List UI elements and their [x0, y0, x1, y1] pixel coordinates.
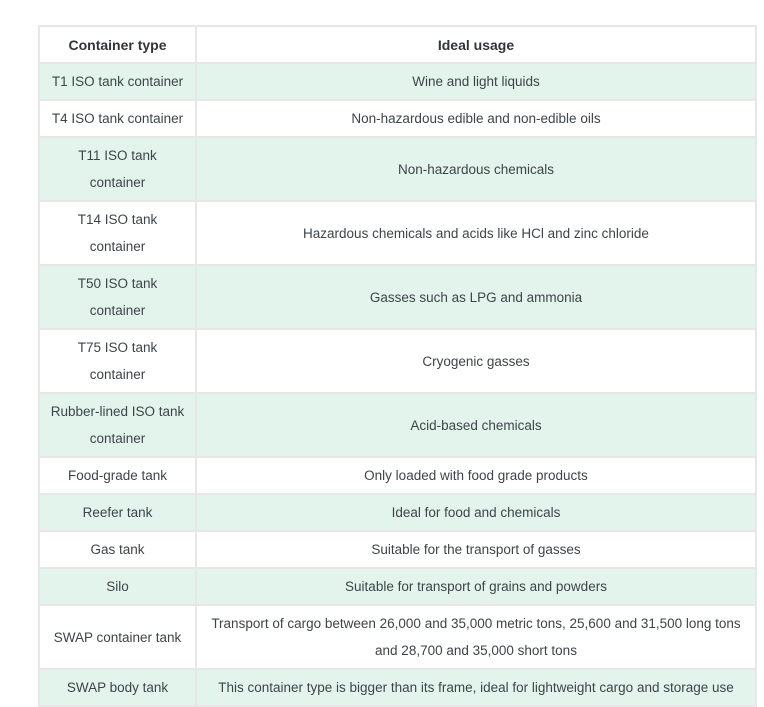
ideal-usage-cell: Cryogenic gasses: [195, 328, 757, 394]
table-row: Rubber-lined ISO tank container Acid-bas…: [38, 392, 757, 458]
container-types-table-wrapper: Container type Ideal usage T1 ISO tank c…: [38, 25, 757, 707]
container-type-cell: T1 ISO tank container: [38, 62, 197, 101]
ideal-usage-cell: Ideal for food and chemicals: [195, 493, 757, 532]
container-type-cell: SWAP body tank: [38, 668, 197, 707]
container-type-cell: T14 ISO tank container: [38, 200, 197, 266]
table-row: T1 ISO tank container Wine and light liq…: [38, 62, 757, 101]
ideal-usage-cell: This container type is bigger than its f…: [195, 668, 757, 707]
column-header-ideal-usage: Ideal usage: [195, 25, 757, 64]
header-row: Container type Ideal usage: [38, 25, 757, 64]
table-row: SWAP container tank Transport of cargo b…: [38, 604, 757, 670]
table-row: T75 ISO tank container Cryogenic gasses: [38, 328, 757, 394]
table-row: T50 ISO tank container Gasses such as LP…: [38, 264, 757, 330]
ideal-usage-cell: Non-hazardous edible and non-edible oils: [195, 99, 757, 138]
table-row: T11 ISO tank container Non-hazardous che…: [38, 136, 757, 202]
container-type-cell: Food-grade tank: [38, 456, 197, 495]
container-types-table: Container type Ideal usage T1 ISO tank c…: [38, 25, 757, 707]
container-type-cell: Rubber-lined ISO tank container: [38, 392, 197, 458]
ideal-usage-cell: Wine and light liquids: [195, 62, 757, 101]
ideal-usage-cell: Acid-based chemicals: [195, 392, 757, 458]
ideal-usage-cell: Suitable for the transport of gasses: [195, 530, 757, 569]
container-type-cell: SWAP container tank: [38, 604, 197, 670]
table-row: T14 ISO tank container Hazardous chemica…: [38, 200, 757, 266]
table-body: T1 ISO tank container Wine and light liq…: [38, 62, 757, 707]
container-type-cell: Reefer tank: [38, 493, 197, 532]
table-row: Reefer tank Ideal for food and chemicals: [38, 493, 757, 532]
container-type-cell: T11 ISO tank container: [38, 136, 197, 202]
container-type-cell: Gas tank: [38, 530, 197, 569]
ideal-usage-cell: Non-hazardous chemicals: [195, 136, 757, 202]
container-type-cell: T4 ISO tank container: [38, 99, 197, 138]
table-row: Food-grade tank Only loaded with food gr…: [38, 456, 757, 495]
table-row: Silo Suitable for transport of grains an…: [38, 567, 757, 606]
table-row: SWAP body tank This container type is bi…: [38, 668, 757, 707]
column-header-container-type: Container type: [38, 25, 197, 64]
container-type-cell: Silo: [38, 567, 197, 606]
ideal-usage-cell: Suitable for transport of grains and pow…: [195, 567, 757, 606]
table-header: Container type Ideal usage: [38, 25, 757, 64]
ideal-usage-cell: Hazardous chemicals and acids like HCl a…: [195, 200, 757, 266]
container-type-cell: T75 ISO tank container: [38, 328, 197, 394]
container-type-cell: T50 ISO tank container: [38, 264, 197, 330]
ideal-usage-cell: Gasses such as LPG and ammonia: [195, 264, 757, 330]
table-row: T4 ISO tank container Non-hazardous edib…: [38, 99, 757, 138]
table-row: Gas tank Suitable for the transport of g…: [38, 530, 757, 569]
ideal-usage-cell: Only loaded with food grade products: [195, 456, 757, 495]
ideal-usage-cell: Transport of cargo between 26,000 and 35…: [195, 604, 757, 670]
